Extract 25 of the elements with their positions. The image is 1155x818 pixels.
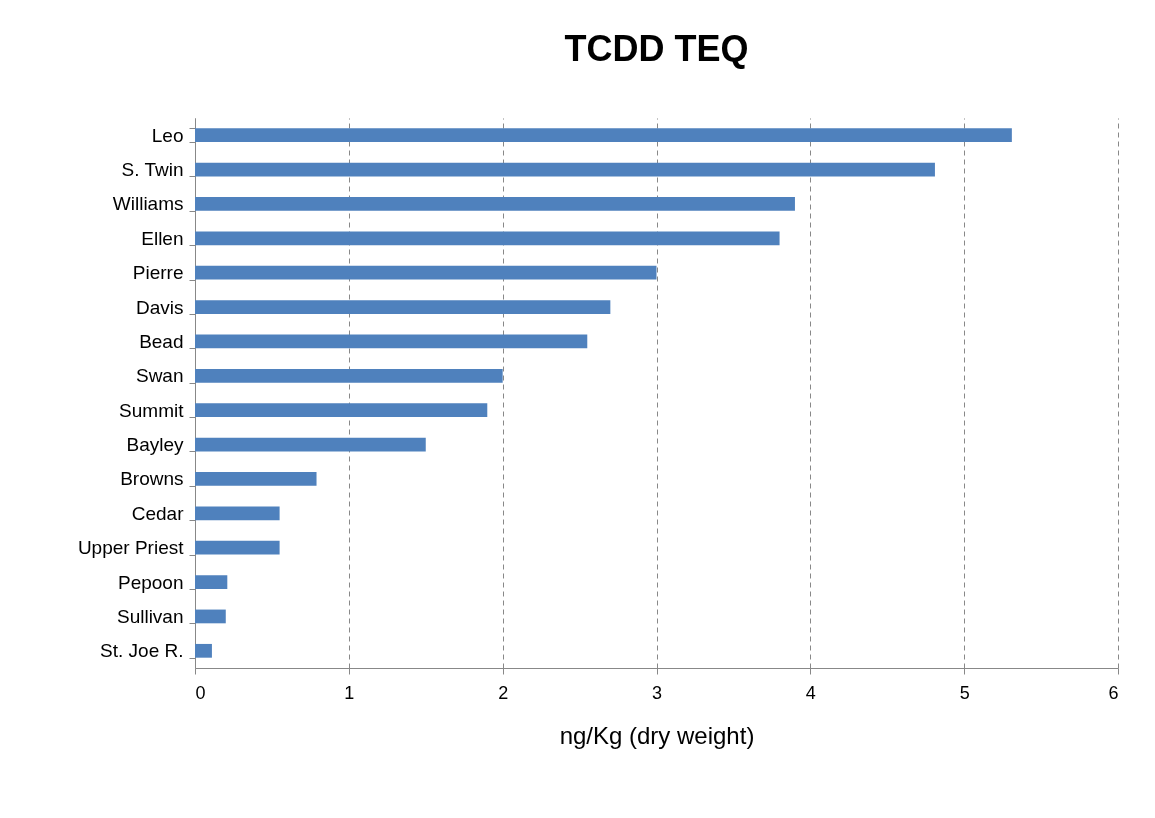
y-tick-label: Bayley [126,434,184,456]
y-tick-label: Browns [120,468,184,490]
y-tick-label: Summit [119,399,185,421]
y-tick-label: Swan [135,365,184,387]
x-tick-label: 0 [195,682,206,703]
x-tick-label: 1 [344,682,355,703]
y-tick-label: St. Joe R. [100,640,184,662]
x-tick-label: 5 [959,682,970,703]
y-tick-label: Upper Priest [77,537,185,559]
x-tick-label: 3 [651,682,663,703]
y-tick-label: Cedar [131,502,185,524]
x-tick-label: 6 [1108,682,1119,703]
x-tick-label: 2 [498,682,509,703]
y-tick-label: Pierre [132,262,184,284]
y-tick-label: Bead [139,330,184,352]
y-tick-label: Pepoon [117,571,184,593]
x-tick-label: 4 [805,682,816,703]
y-tick-label: Davis [135,296,184,318]
y-tick-label: Leo [151,124,184,146]
y-tick-label: Sullivan [116,605,184,627]
y-tick-label: S. Twin [121,159,184,181]
x-axis-title: ng/Kg (dry weight) [559,721,755,749]
chart-title: TCDD TEQ [564,28,749,69]
y-tick-label: Williams [112,193,184,215]
y-tick-label: Ellen [141,227,184,249]
